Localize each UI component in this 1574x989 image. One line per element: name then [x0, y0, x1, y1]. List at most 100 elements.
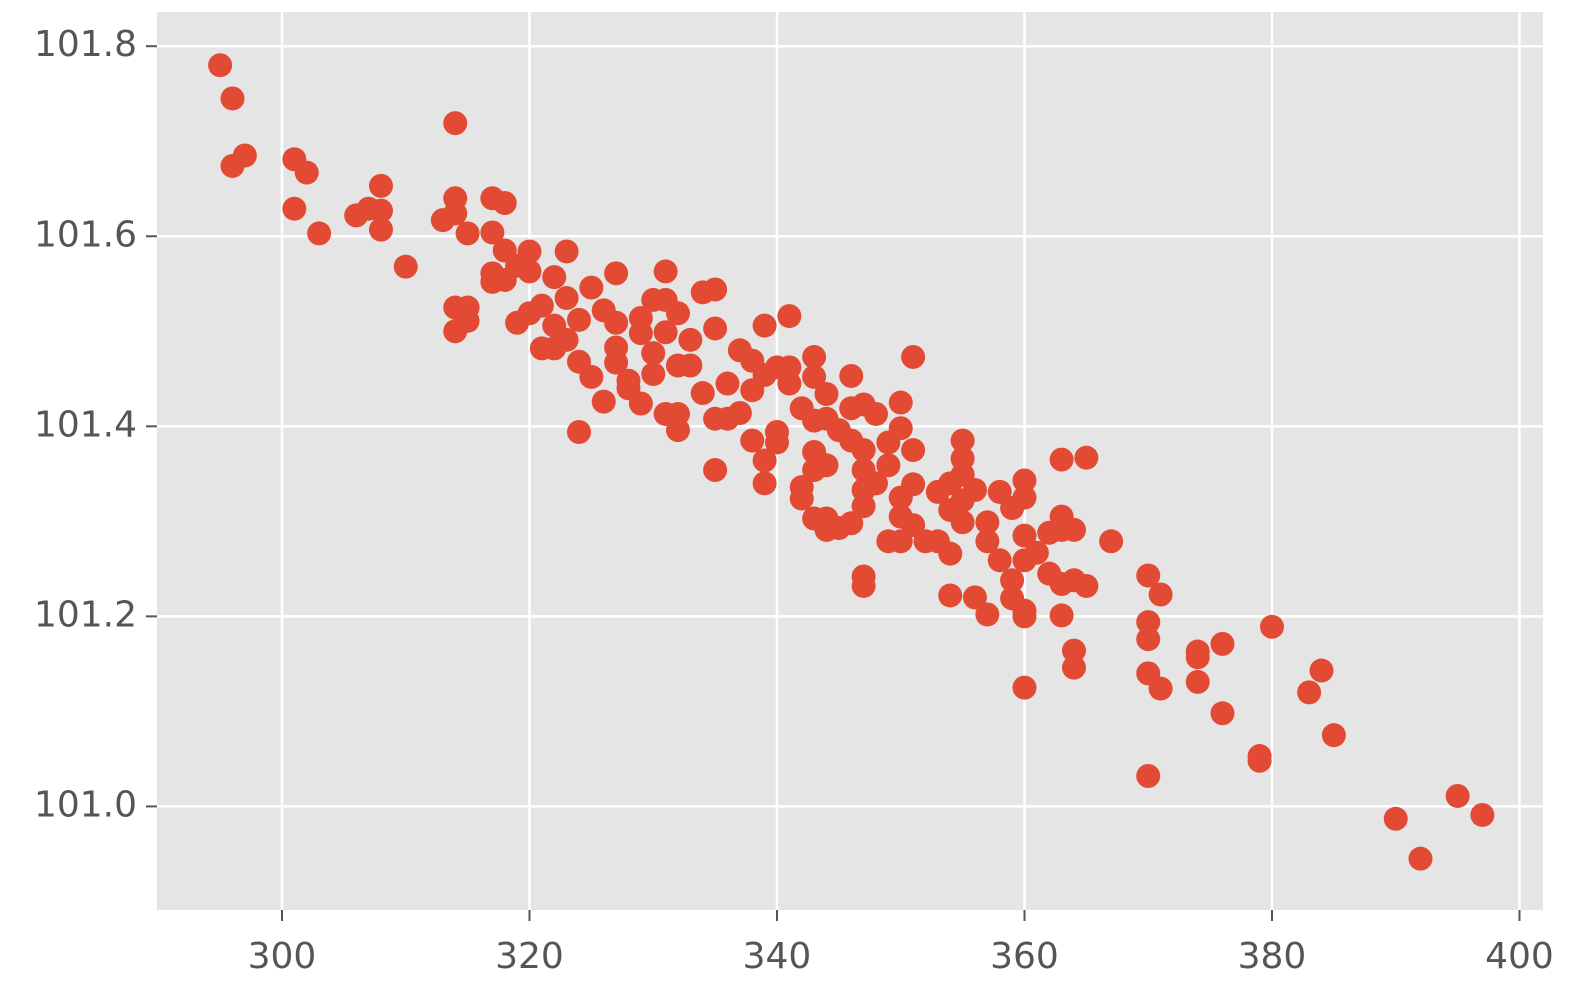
- point: [1210, 631, 1235, 656]
- x-tick-label: 300: [248, 936, 317, 977]
- point: [863, 471, 888, 496]
- point: [752, 471, 777, 496]
- y-tick-label: 101.4: [34, 404, 137, 445]
- point: [975, 529, 1000, 554]
- point: [1383, 806, 1408, 831]
- point: [1210, 701, 1235, 726]
- point: [628, 321, 653, 346]
- point: [863, 401, 888, 426]
- point: [690, 381, 715, 406]
- point: [1049, 603, 1074, 628]
- point: [1445, 783, 1470, 808]
- point: [1012, 485, 1037, 510]
- point: [938, 541, 963, 566]
- point: [1012, 604, 1037, 629]
- point: [962, 477, 987, 502]
- point: [542, 265, 567, 290]
- point: [368, 198, 393, 223]
- point: [579, 364, 604, 389]
- point: [1061, 655, 1086, 680]
- point: [703, 458, 728, 483]
- point: [665, 301, 690, 326]
- point: [1012, 675, 1037, 700]
- point: [443, 201, 468, 226]
- point: [641, 341, 666, 366]
- point: [888, 416, 913, 441]
- x-tick-label: 320: [495, 936, 564, 977]
- point: [789, 486, 814, 511]
- y-tick-label: 101.8: [34, 24, 137, 65]
- point: [1297, 680, 1322, 705]
- point: [802, 364, 827, 389]
- point: [839, 511, 864, 536]
- point: [554, 239, 579, 264]
- point: [665, 418, 690, 443]
- point: [740, 428, 765, 453]
- point: [703, 277, 728, 302]
- point: [950, 428, 975, 453]
- point: [1309, 658, 1334, 683]
- point: [1061, 638, 1086, 663]
- point: [678, 353, 703, 378]
- point: [1136, 627, 1161, 652]
- point: [715, 371, 740, 396]
- point: [851, 573, 876, 598]
- point: [517, 259, 542, 284]
- point: [443, 111, 468, 136]
- point: [579, 275, 604, 300]
- point: [529, 293, 554, 318]
- point: [888, 390, 913, 415]
- point: [220, 86, 245, 111]
- point: [604, 350, 629, 375]
- point: [1000, 568, 1025, 593]
- x-tick-label: 400: [1485, 936, 1554, 977]
- point: [492, 191, 517, 216]
- y-tick-label: 101.0: [34, 784, 137, 825]
- point: [962, 585, 987, 610]
- point: [727, 401, 752, 426]
- point: [1074, 445, 1099, 470]
- point: [1148, 582, 1173, 607]
- point: [653, 259, 678, 284]
- point: [802, 344, 827, 369]
- x-tick-label: 360: [990, 936, 1059, 977]
- point: [1061, 517, 1086, 542]
- point: [1024, 540, 1049, 565]
- point: [294, 160, 319, 185]
- point: [975, 510, 1000, 535]
- point: [208, 53, 233, 78]
- point: [566, 307, 591, 332]
- point: [1049, 447, 1074, 472]
- point: [987, 548, 1012, 573]
- point: [851, 494, 876, 519]
- point: [282, 196, 307, 221]
- point: [443, 319, 468, 344]
- point: [307, 221, 332, 246]
- point: [1136, 610, 1161, 635]
- point: [628, 391, 653, 416]
- point: [752, 448, 777, 473]
- point: [232, 143, 257, 168]
- point: [653, 320, 678, 345]
- point: [851, 438, 876, 463]
- point: [777, 304, 802, 329]
- point: [393, 254, 418, 279]
- y-tick-label: 101.2: [34, 594, 137, 635]
- point: [368, 173, 393, 198]
- y-tick-label: 101.6: [34, 214, 137, 255]
- x-tick-label: 380: [1238, 936, 1307, 977]
- point: [368, 217, 393, 242]
- point: [1099, 529, 1124, 554]
- point: [876, 453, 901, 478]
- point: [703, 316, 728, 341]
- point: [1148, 676, 1173, 701]
- point: [1012, 468, 1037, 493]
- point: [1408, 846, 1433, 871]
- point: [764, 430, 789, 455]
- plot-area: [157, 12, 1543, 910]
- point: [950, 510, 975, 535]
- point: [1321, 723, 1346, 748]
- point: [975, 602, 1000, 627]
- point: [901, 344, 926, 369]
